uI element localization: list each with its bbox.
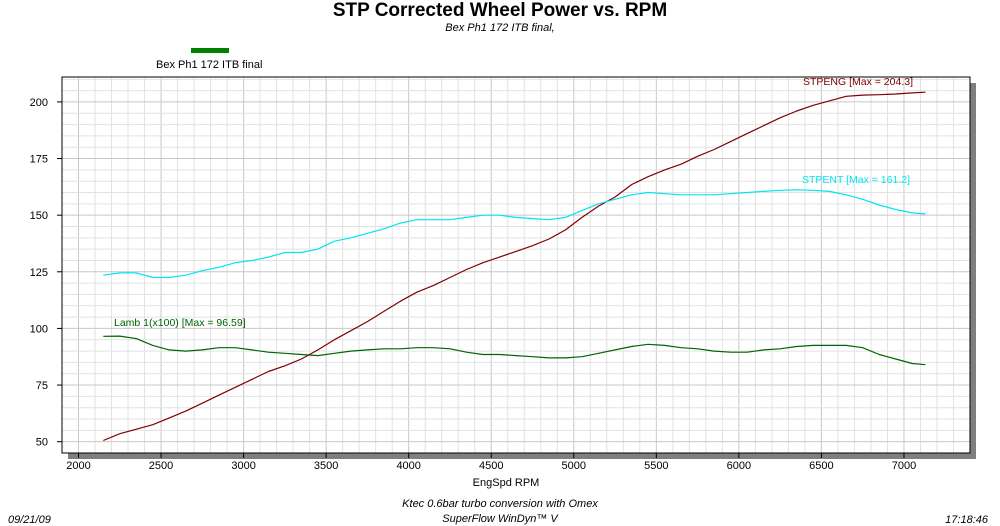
x-tick-label: 3500 xyxy=(314,460,338,472)
y-tick-label: 150 xyxy=(30,210,48,222)
series-annotation: STPENG [Max = 204.3] xyxy=(803,76,913,88)
y-tick-label: 50 xyxy=(36,437,48,449)
legend-swatch xyxy=(191,48,229,53)
footer-time: 17:18:46 xyxy=(945,514,988,526)
y-tick-label: 175 xyxy=(30,154,48,166)
x-axis-label: EngSpd RPM xyxy=(473,477,540,489)
footer-note: Ktec 0.6bar turbo conversion with Omex xyxy=(402,498,598,510)
x-tick-label: 3000 xyxy=(231,460,255,472)
x-tick-label: 4500 xyxy=(479,460,503,472)
footer-date: 09/21/09 xyxy=(8,514,51,526)
y-tick-label: 100 xyxy=(30,323,48,335)
lambda-line xyxy=(103,335,926,366)
x-tick-label: 5500 xyxy=(644,460,668,472)
x-tick-label: 7000 xyxy=(892,460,916,472)
series-annotation: Lamb 1(x100) [Max = 96.59] xyxy=(114,317,246,329)
plot-border xyxy=(61,76,971,454)
chart-title: STP Corrected Wheel Power vs. RPM xyxy=(332,0,668,21)
x-tick-label: 6000 xyxy=(727,460,751,472)
x-tick-label: 2500 xyxy=(149,460,173,472)
plot-shadow-bottom xyxy=(68,453,976,459)
chart-subtitle: Bex Ph1 172 ITB final, xyxy=(445,22,555,34)
y-tick-label: 75 xyxy=(36,380,48,392)
legend-label: Bex Ph1 172 ITB final xyxy=(156,59,263,71)
stpeng-line xyxy=(103,91,926,442)
series-annotation: STPENT [Max = 161.2] xyxy=(802,174,910,186)
plot-area xyxy=(62,77,970,453)
x-tick-label: 5000 xyxy=(562,460,586,472)
footer-software: SuperFlow WinDyn™ V xyxy=(442,513,558,525)
stpent-line xyxy=(103,189,926,279)
x-tick-label: 6500 xyxy=(809,460,833,472)
y-tick-label: 125 xyxy=(30,267,48,279)
x-tick-label: 4000 xyxy=(396,460,420,472)
plot-shadow-right xyxy=(970,83,976,459)
y-tick-label: 200 xyxy=(30,97,48,109)
x-tick-label: 2000 xyxy=(66,460,90,472)
